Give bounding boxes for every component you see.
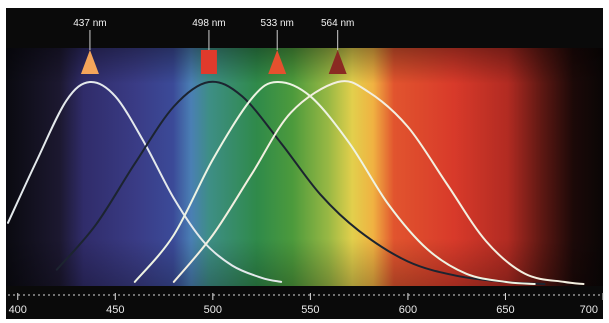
peak-label-498: 498 nm <box>192 18 225 29</box>
axis-band <box>6 286 603 319</box>
peak-marker-498 <box>200 50 217 74</box>
x-tick-label-700: 700 <box>580 304 598 316</box>
sensitivity-curve-533 <box>133 80 536 285</box>
x-tick-label-550: 550 <box>301 304 319 316</box>
peak-label-437: 437 nm <box>73 18 106 29</box>
peak-marker-564 <box>328 50 347 74</box>
sensitivity-curve-498 <box>55 80 546 285</box>
spectrum-shade <box>6 48 603 286</box>
sensitivity-curve-564 <box>172 80 585 285</box>
x-tick-label-400: 400 <box>9 304 27 316</box>
peak-markers: 437 nm 498 nm 533 nm 564 nm <box>73 18 354 74</box>
sensitivity-curve-437 <box>7 80 283 283</box>
peak-marker-533 <box>268 50 287 74</box>
x-tick-label-650: 650 <box>496 304 514 316</box>
peak-label-533: 533 nm <box>261 18 294 29</box>
sensitivity-curves <box>7 80 585 285</box>
top-black-band <box>6 8 603 48</box>
x-tick-label-500: 500 <box>204 304 222 316</box>
peak-marker-437 <box>80 50 99 74</box>
x-tick-label-600: 600 <box>399 304 417 316</box>
peak-label-564: 564 nm <box>321 18 354 29</box>
x-tick-label-450: 450 <box>106 304 124 316</box>
x-axis-ticks: 400 450 500 550 600 650 700 <box>9 293 604 316</box>
